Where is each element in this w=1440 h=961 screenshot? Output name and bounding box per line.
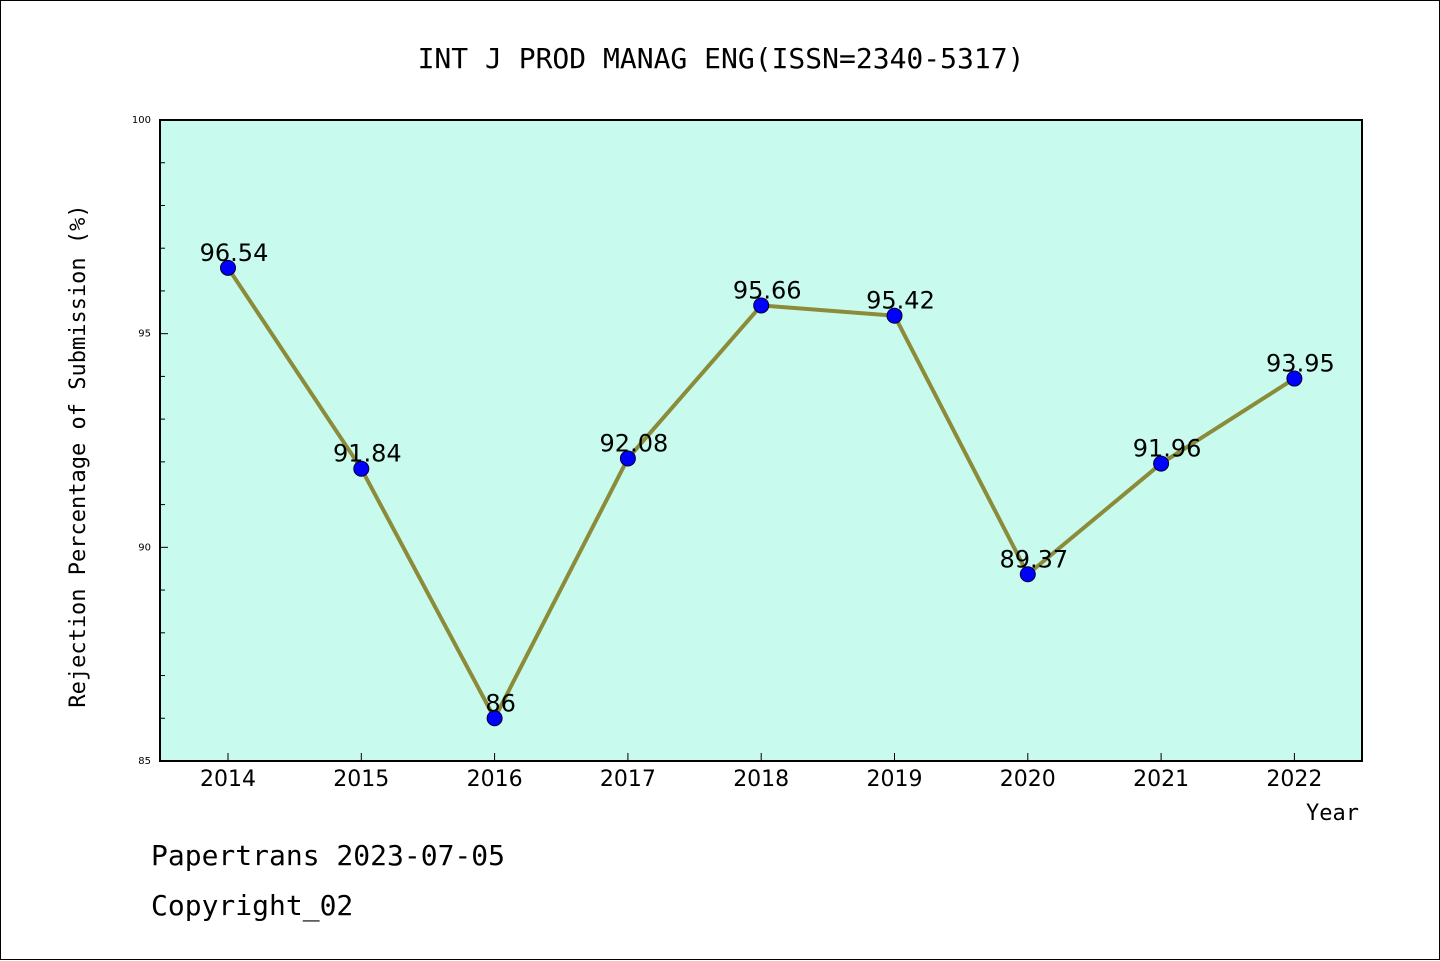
x-tick-label: 2017 (600, 767, 656, 792)
x-tick-label: 2022 (1266, 767, 1322, 792)
y-tick-label: 95 (138, 329, 151, 340)
x-axis-title: Year (1306, 801, 1359, 826)
x-axis: 2014 2015 2016 2017 2018 2019 2020 2021 2022 (200, 753, 1322, 792)
data-point-label: 91.96 (1133, 435, 1202, 463)
data-point-marker (753, 297, 770, 314)
data-point-marker (619, 450, 636, 467)
data-point-marker (1019, 566, 1036, 583)
data-point-marker (1153, 455, 1170, 472)
y-axis: 85 90 95 100 (132, 115, 168, 767)
x-tick-label: 2021 (1133, 767, 1189, 792)
x-tick-label: 2014 (200, 767, 256, 792)
data-point-marker (220, 259, 236, 276)
y-tick-label: 90 (138, 542, 151, 553)
data-point-marker (1286, 370, 1303, 387)
data-point-marker (486, 710, 503, 727)
x-tick-label: 2020 (1000, 767, 1056, 792)
footer-copyright: Copyright_02 (151, 889, 353, 923)
y-tick-label: 100 (132, 115, 151, 126)
x-tick-label: 2016 (467, 767, 523, 792)
chart-title: INT J PROD MANAG ENG(ISSN=2340-5317) (418, 42, 1025, 75)
data-point-label: 92.08 (600, 429, 669, 457)
data-point-label: 95.42 (866, 287, 935, 315)
data-point-label: 86 (485, 689, 516, 717)
data-labels-layer: 96.54 91.84 86 92.08 95.66 95.42 89.37 91.96 93.… (200, 239, 1335, 717)
y-axis-title: Rejection Percentage of Submission (%) (66, 204, 91, 707)
data-point-marker (353, 460, 370, 477)
data-point-label: 96.54 (200, 239, 269, 267)
footer-source: Papertrans 2023-07-05 (151, 839, 505, 872)
y-tick-label: 85 (138, 756, 151, 767)
data-point-label: 91.84 (333, 440, 402, 468)
x-tick-label: 2015 (333, 767, 389, 792)
markers-layer (220, 259, 1303, 727)
x-tick-label: 2018 (733, 767, 789, 792)
data-point-label: 95.66 (733, 276, 802, 304)
plot-area (159, 119, 1363, 762)
x-tick-label: 2019 (867, 767, 923, 792)
data-point-label: 89.37 (999, 545, 1068, 573)
data-point-label: 93.95 (1266, 350, 1335, 378)
data-point-marker (886, 307, 903, 324)
